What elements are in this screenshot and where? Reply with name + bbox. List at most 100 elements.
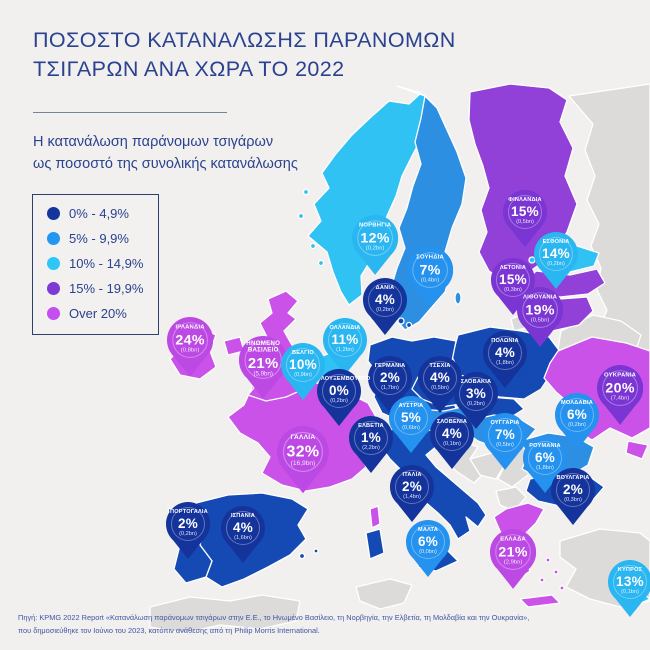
island-sardinia <box>365 528 385 560</box>
pin-country-label: ΟΛΛΑΝΔΙΑ <box>329 325 361 332</box>
map-pin-poland: ΠΟΛΩΝΙΑ 4% (1,8bn) <box>483 331 527 388</box>
pin-volume-value: (1,4bn) <box>403 493 421 500</box>
source-note-line1: Πηγή: KPMG 2022 Report «Κατανάλωση παράν… <box>18 613 530 622</box>
pin-shape-icon <box>418 356 462 413</box>
pin-shape-icon <box>454 372 498 429</box>
pin-text: ΣΟΥΗΔΙΑ 7% (0,4bn) <box>409 248 451 291</box>
map-pin-italy: ΙΤΑΛΙΑ 2% (1,4bn) <box>390 465 434 522</box>
map-pin-switzerland: ΕΛΒΕΤΙΑ 1% (2,2bn) <box>349 416 393 473</box>
pin-percent-value: 4% <box>374 291 396 307</box>
pin-percent-value: 6% <box>417 533 439 549</box>
page-title-line1: ΠΟΣΟΣΤΟ ΚΑΤΑΝΑΛΩΣΗΣ ΠΑΡΑΝΟΜΩΝ <box>33 28 456 52</box>
pin-text: ΠΟΡΤΟΓΑΛΙΑ 2% (0,2bn) <box>168 503 208 544</box>
page-subtitle-line1: Η κατανάλωση παράνομων τσιγάρων <box>33 134 274 150</box>
norway-islet <box>302 188 310 196</box>
pin-country-label: ΦΙΝΛΑΝΔΙΑ <box>508 197 542 204</box>
map-pin-estonia: ΕΣΘΟΝΙΑ 14% (0,2bn) <box>534 232 578 289</box>
pin-shape-icon <box>221 506 265 563</box>
map-pin-spain: ΙΣΠΑΝΙΑ 4% (1,6bn) <box>221 506 265 563</box>
pin-percent-value: 2% <box>379 369 401 385</box>
pin-shape-icon <box>277 426 329 494</box>
legend-box: 0% - 4,9% 5% - 9,9% 10% - 14,9% 15% - 19,9%… <box>32 194 159 335</box>
pin-shape-icon <box>351 214 399 275</box>
map-pin-norway: ΝΟΡΒΗΓΙΑ 12% (0,2bn) <box>351 214 399 275</box>
pin-percent-value: 32% <box>286 442 320 460</box>
page-subtitle-line2: ως ποσοστό της συνολικής κατανάλωσης <box>33 155 298 172</box>
pin-volume-value: (16,9bn) <box>290 460 316 468</box>
pin-volume-value: (0,4bn) <box>420 277 440 284</box>
pin-percent-value: 3% <box>465 385 487 401</box>
pin-percent-value: 4% <box>429 369 451 385</box>
denmark-islet <box>397 317 405 325</box>
pin-country-label: ΣΛΟΒΕΝΙΑ <box>436 419 468 426</box>
pin-country-label: ΜΟΛΔΑΒΙΑ <box>561 400 593 407</box>
pin-country-label: ΟΥΓΓΑΡΙΑ <box>490 420 520 427</box>
map-pin-luxembourg: ΛΟΥΞΕΜΒΟΥΡΓΟ 0% (0,2bn) <box>317 369 370 426</box>
pin-percent-value: 7% <box>494 426 516 442</box>
pin-shape-icon <box>534 232 578 289</box>
pin-text: ΙΤΑΛΙΑ 2% (1,4bn) <box>392 466 432 507</box>
pin-volume-value: (1,8bn) <box>496 359 514 366</box>
pin-text: ΤΣΕΧΙΑ 4% (0,5bn) <box>420 357 460 398</box>
pin-text: ΜΑΛΤΑ 6% (0,0bn) <box>408 521 448 562</box>
title-divider <box>33 112 227 113</box>
pin-country-label: ΕΣΘΟΝΙΑ <box>542 239 570 246</box>
legend-label: 5% - 9,9% <box>69 231 129 246</box>
legend-swatch <box>47 282 60 295</box>
pin-shape-icon <box>406 246 454 307</box>
aegean-islet <box>553 569 559 575</box>
pin-country-label: ΣΟΥΗΔΙΑ <box>416 254 444 261</box>
map-pin-slovenia: ΣΛΟΒΕΝΙΑ 4% (0,1bn) <box>430 412 474 469</box>
pin-volume-value: (1,7bn) <box>381 384 399 391</box>
pin-country-label: ΒΕΛΓΙΟ <box>292 350 314 357</box>
pin-volume-value: (0,5bn) <box>530 317 550 324</box>
map-pin-sweden: ΣΟΥΗΔΙΑ 7% (0,4bn) <box>406 246 454 307</box>
pin-country-label: ΗΝΩΜΕΝΟ ΒΑΣΙΛΕΙΟ <box>246 340 280 354</box>
legend-item: 10% - 14,9% <box>47 256 152 271</box>
pin-percent-value: 4% <box>441 425 463 441</box>
map-pin-greece: ΕΛΛΑΔΑ 21% (2,9bn) <box>489 528 537 589</box>
map-pin-czechia: ΤΣΕΧΙΑ 4% (0,5bn) <box>418 356 462 413</box>
pin-volume-value: (0,9bn) <box>294 371 312 378</box>
pin-text: ΣΛΟΒΑΚΙΑ 3% (0,2bn) <box>456 373 496 414</box>
pin-country-label: ΕΛΒΕΤΙΑ <box>358 423 384 430</box>
pin-volume-value: (1,6bn) <box>234 534 252 541</box>
pin-text: ΕΛΛΑΔΑ 21% (2,9bn) <box>492 530 534 573</box>
pin-country-label: ΟΥΚΡΑΝΙΑ <box>603 372 637 379</box>
page-subtitle: Η κατανάλωση παράνομων τσιγάρων ως ποσοσ… <box>33 132 298 176</box>
pin-shape-icon <box>166 502 210 559</box>
header: ΠΟΣΟΣΤΟ ΚΑΤΑΝΑΛΩΣΗΣ ΠΑΡΑΝΟΜΩΝ ΤΣΙΓΑΡΩΝ Α… <box>33 26 456 84</box>
pin-percent-value: 13% <box>616 573 644 589</box>
pin-shape-icon <box>349 416 393 473</box>
pin-volume-value: (0,2bn) <box>547 260 565 267</box>
pin-shape-icon <box>516 286 564 347</box>
map-pin-cyprus: ΚΥΠΡΟΣ 13% (0,1bn) <box>608 560 650 617</box>
pin-shape-icon <box>483 413 527 470</box>
map-pin-bulgaria: ΒΟΥΛΓΑΡΙΑ 2% (0,3bn) <box>551 468 595 525</box>
island-gotland <box>454 291 462 305</box>
region-north-africa <box>149 594 301 634</box>
map-pin-malta: ΜΑΛΤΑ 6% (0,0bn) <box>406 520 450 577</box>
pin-country-label: ΙΣΠΑΝΙΑ <box>230 513 256 520</box>
pin-volume-value: (2,9bn) <box>503 559 523 566</box>
pin-country-label: ΕΛΛΑΔΑ <box>500 536 526 543</box>
norway-islet <box>317 259 325 267</box>
legend-item: 15% - 19,9% <box>47 281 152 296</box>
pin-text: ΙΡΛΑΝΔΙΑ 24% (0,8bn) <box>169 318 211 361</box>
pin-shape-icon <box>323 318 367 375</box>
pin-text: ΟΥΓΓΑΡΙΑ 7% (0,5bn) <box>485 414 525 455</box>
pin-percent-value: 14% <box>542 245 570 261</box>
pin-volume-value: (7,4bn) <box>610 395 630 402</box>
pin-text: ΛΙΘΟΥΑΝΙΑ 19% (0,5bn) <box>519 288 561 331</box>
country-norway <box>307 85 434 306</box>
pin-country-label: ΠΟΛΩΝΙΑ <box>491 338 519 345</box>
pin-shape-icon <box>390 465 434 522</box>
pin-percent-value: 0% <box>328 382 350 398</box>
map-pin-france: ΓΑΛΛΙΑ 32% (16,9bn) <box>277 426 329 494</box>
pin-volume-value: (0,1bn) <box>621 588 639 595</box>
map-pin-lithuania: ΛΙΘΟΥΑΝΙΑ 19% (0,5bn) <box>516 286 564 347</box>
pin-volume-value: (0,3bn) <box>564 496 582 503</box>
pin-volume-value: (0,5bn) <box>496 441 514 448</box>
pin-percent-value: 15% <box>499 271 527 287</box>
